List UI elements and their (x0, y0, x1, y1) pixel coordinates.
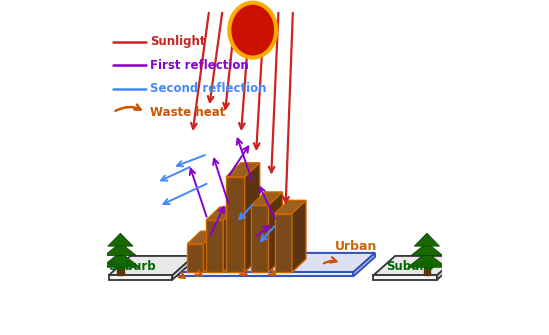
Polygon shape (353, 253, 375, 276)
Polygon shape (245, 163, 260, 272)
Polygon shape (274, 200, 306, 214)
Polygon shape (414, 233, 440, 246)
Polygon shape (172, 256, 194, 280)
Polygon shape (226, 177, 245, 272)
Polygon shape (187, 231, 217, 244)
Polygon shape (179, 253, 375, 272)
Text: Urban: Urban (335, 240, 377, 253)
Text: Suburb: Suburb (108, 260, 156, 273)
Polygon shape (437, 256, 459, 280)
Polygon shape (108, 233, 133, 246)
Polygon shape (251, 205, 268, 272)
Polygon shape (104, 243, 137, 256)
Text: Suburb: Suburb (386, 260, 434, 273)
Polygon shape (424, 266, 430, 275)
Polygon shape (206, 220, 223, 272)
Polygon shape (109, 256, 194, 275)
Polygon shape (187, 244, 204, 272)
Polygon shape (251, 192, 283, 205)
Polygon shape (411, 243, 443, 256)
Polygon shape (101, 252, 140, 267)
Polygon shape (117, 266, 124, 275)
Text: Second reflection: Second reflection (150, 82, 266, 95)
Text: Sunlight: Sunlight (150, 36, 205, 48)
Ellipse shape (229, 3, 276, 58)
Polygon shape (407, 252, 446, 267)
Polygon shape (292, 200, 306, 272)
Polygon shape (274, 214, 292, 272)
Polygon shape (206, 207, 237, 220)
Polygon shape (179, 272, 353, 276)
Polygon shape (226, 163, 260, 177)
Polygon shape (204, 231, 217, 272)
Text: Waste heat: Waste heat (150, 106, 225, 119)
Polygon shape (223, 207, 237, 272)
Polygon shape (373, 275, 437, 280)
Polygon shape (268, 192, 283, 272)
Polygon shape (373, 256, 459, 275)
Polygon shape (109, 275, 172, 280)
Text: First reflection: First reflection (150, 59, 249, 72)
